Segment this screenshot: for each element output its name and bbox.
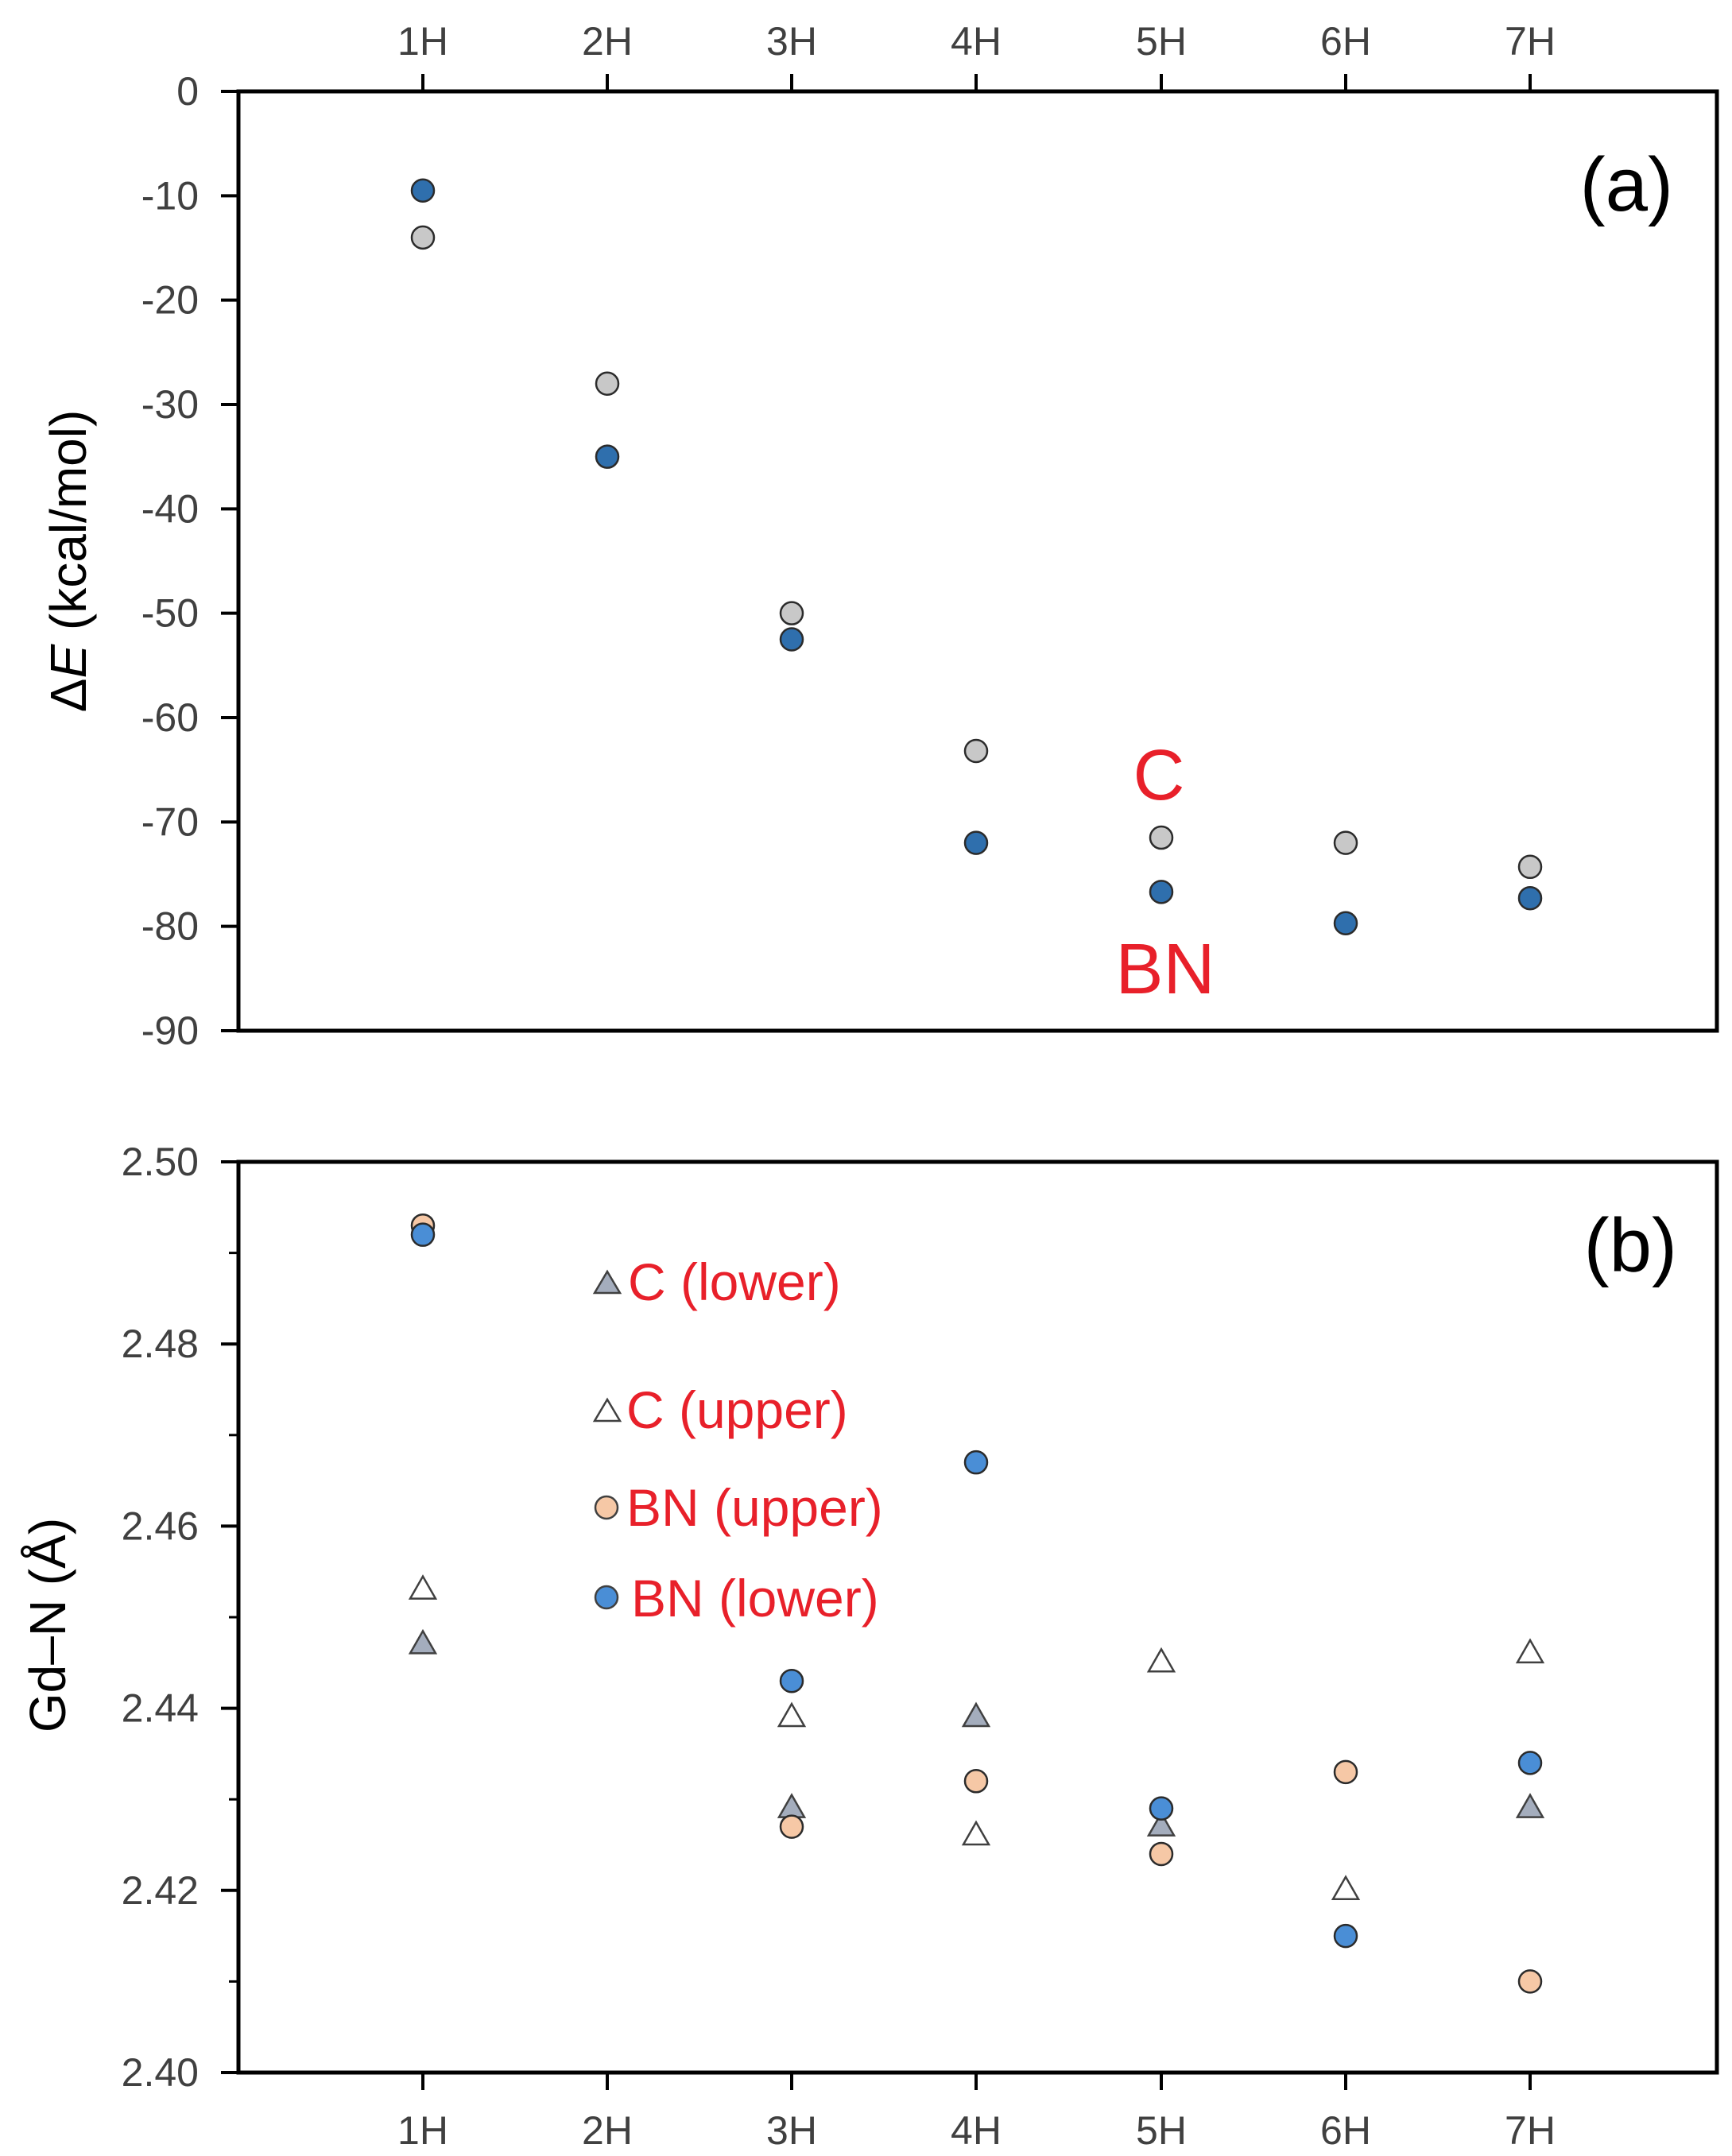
point-c-upper-4h [961,1820,991,1846]
point-c-upper-7h [1515,1638,1545,1664]
y-tick-label: 2.50 [122,1140,199,1184]
point-bn-upper-7h [1517,1969,1543,1994]
x-tick-label: 4H [951,2108,1002,2153]
legend-item-c-upper: C (upper) [592,1380,848,1439]
x-tick-label: 4H [951,19,1002,64]
x-tick-label: 2H [582,2108,633,2153]
panel-a-y-axis-delta: Δ [40,679,97,713]
x-tick-label: 2H [582,19,633,64]
panel-a-data-marks [410,178,1543,935]
x-tick-label: 1H [397,2108,448,2153]
panel-a-plot-frame [236,89,1719,1033]
point-c-upper-5h [1146,1647,1176,1673]
point-c-upper-6h [1331,1875,1361,1901]
panel-b-y-axis-title: Gd–N (Å) [19,1518,76,1732]
panel-a-y-axis-variable: E [40,644,97,679]
point-c-lower-4h [961,1701,991,1728]
x-tick-label: 7H [1505,2108,1556,2153]
legend-label-bn-upper: BN (upper) [626,1478,883,1537]
legend-label-c-upper: C (upper) [626,1380,848,1439]
point-bn-upper-5h [1149,1841,1174,1867]
panel-a-annotation-c: C [1133,736,1185,815]
point-bn-7h [1517,885,1543,911]
panel-a-y-axis-unit: (kcal/mol) [40,410,97,644]
point-bn-upper-4h [963,1769,989,1794]
y-tick-label: -30 [141,382,199,427]
point-c-upper-3h [777,1701,807,1728]
point-bn-upper-6h [1333,1759,1358,1785]
legend-item-c-lower: C (lower) [592,1252,841,1311]
panel-a-y-ticks: 0 -10 -20 -30 -40 -50 -60 -70 -80 -90 [141,69,238,1053]
x-tick-label: 1H [397,19,448,64]
point-c-1h [410,225,436,250]
legend-label-c-lower: C (lower) [628,1252,841,1311]
point-c-6h [1333,830,1358,855]
x-tick-label: 3H [766,19,817,64]
x-tick-label: 3H [766,2108,817,2153]
panel-a-panel-label: (a) [1580,142,1673,227]
point-c-4h [963,738,989,764]
point-bn-2h [595,444,620,469]
x-tick-label: 6H [1320,2108,1371,2153]
x-tick-label: 5H [1136,2108,1187,2153]
x-tick-label: 5H [1136,19,1187,64]
y-tick-label: 2.44 [122,1686,199,1731]
panel-b-x-ticks: 1H 2H 3H 4H 5H 6H 7H [397,2073,1556,2153]
panel-a-annotation-bn: BN [1115,930,1215,1009]
legend-marker-bn-lower [594,1585,619,1610]
point-bn-3h [779,627,804,652]
panel-b-plot-frame [236,1159,1719,2075]
point-bn-lower-3h [779,1668,804,1693]
y-tick-label: 2.40 [122,2050,199,2095]
panel-b-legend: C (lower) C (upper) BN (upper) BN (lower… [592,1252,883,1628]
panel-b-bond-length-chart: 2.402.422.442.462.482.50 1H 2H 3H 4H 5H 6H 7H … [19,1140,1719,2153]
point-bn-6h [1333,911,1358,935]
panel-b-panel-label: (b) [1584,1203,1677,1288]
point-bn-lower-6h [1333,1923,1358,1949]
y-tick-label: -40 [141,486,199,531]
panel-a-energy-chart: 0 -10 -20 -30 -40 -50 -60 -70 -80 -90 1H 2H 3H 4H 5H 6… [40,19,1719,1053]
point-c-lower-1h [408,1628,438,1655]
x-tick-label: 7H [1505,19,1556,64]
panel-a-y-axis-title: ΔE (kcal/mol) [40,410,97,713]
point-bn-lower-4h [963,1450,989,1475]
point-c-5h [1149,825,1174,850]
panel-a-x-ticks: 1H 2H 3H 4H 5H 6H 7H [397,19,1556,91]
point-bn-5h [1149,880,1174,904]
point-bn-upper-3h [779,1814,804,1839]
legend-item-bn-lower: BN (lower) [594,1569,879,1628]
y-tick-label: -60 [141,695,199,740]
point-c-lower-3h [777,1793,807,1818]
point-bn-lower-1h [410,1222,436,1247]
point-c-lower-7h [1515,1793,1545,1818]
y-tick-label: -70 [141,799,199,844]
point-bn-4h [963,830,989,855]
legend-label-bn-lower: BN (lower) [631,1569,879,1628]
y-tick-label: 2.42 [122,1868,199,1913]
y-tick-label: 2.46 [122,1504,199,1548]
point-c-7h [1517,854,1543,880]
legend-marker-c-lower [592,1269,622,1295]
y-tick-label: -50 [141,591,199,636]
point-c-lower-5h [1146,1811,1176,1837]
legend-marker-bn-upper [594,1495,619,1520]
y-tick-label: 0 [176,69,199,114]
point-bn-lower-5h [1149,1796,1174,1821]
legend-item-bn-upper: BN (upper) [594,1478,883,1537]
point-c-3h [779,601,804,625]
point-c-upper-1h [408,1574,438,1600]
legend-marker-c-upper [592,1397,622,1422]
panel-b-y-ticks: 2.40 2.42 2.44 2.46 2.48 2.50 [122,1140,238,2095]
point-bn-1h [410,178,436,203]
point-c-2h [595,371,620,396]
y-tick-label: -10 [141,173,199,218]
y-tick-label: -80 [141,904,199,949]
point-bn-lower-7h [1517,1751,1543,1775]
x-tick-label: 6H [1320,19,1371,64]
y-tick-label: 2.48 [122,1322,199,1366]
panel-b-data-marks [408,1213,1545,1994]
y-tick-label: -20 [141,278,199,323]
y-tick-label: -90 [141,1008,199,1053]
